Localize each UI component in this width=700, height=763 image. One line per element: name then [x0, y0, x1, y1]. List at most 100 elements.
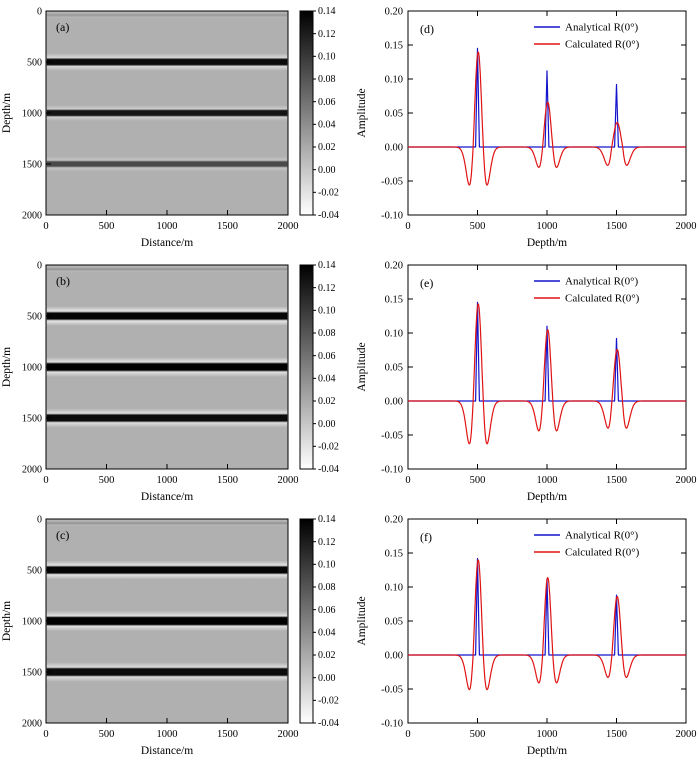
reflector-band	[46, 265, 288, 273]
colorbar-tick-label: 0.06	[318, 97, 336, 108]
y-tick-label: 0	[37, 261, 42, 272]
x-tick-label: 1000	[157, 221, 178, 232]
y-tick-label: 500	[27, 312, 42, 323]
y-tick-label: 0	[37, 515, 42, 526]
colorbar	[299, 10, 314, 216]
colorbar-tick-label: 0.10	[318, 306, 336, 317]
colorbar-tick-label: 0.00	[318, 673, 336, 684]
y-tick-label: 0.20	[385, 7, 403, 18]
x-axis-label: Distance/m	[141, 237, 193, 249]
colorbar-tick-label: 0.04	[318, 628, 336, 639]
colorbar-tick-label: -0.02	[318, 696, 339, 707]
reflector-band	[46, 357, 288, 377]
x-tick-label: 1500	[606, 729, 627, 740]
x-tick-label: 1000	[537, 221, 558, 232]
plot-border	[407, 264, 687, 470]
x-tick-label: 1500	[606, 475, 627, 486]
colorbar-tick-label: -0.02	[318, 442, 339, 453]
x-tick-label: 1000	[157, 475, 178, 486]
colorbar-tick-label: 0.02	[318, 396, 336, 407]
panel-label: (d)	[420, 22, 434, 36]
panel-label: (e)	[420, 276, 433, 290]
panel-c-container: 0 500 1000 1500 2000 0 500 1000 1500 2000 Distance…	[0, 509, 352, 763]
x-tick-label: 2000	[676, 221, 697, 232]
x-tick-label: 0	[43, 475, 48, 486]
y-axis-label: Amplitude	[356, 596, 368, 645]
colorbar-tick-label: 0.12	[318, 537, 336, 548]
legend-label: Calculated R(0°)	[565, 39, 640, 51]
colorbar-tick-label: -0.04	[318, 718, 339, 729]
y-axis-label: Amplitude	[356, 88, 368, 137]
colorbar-tick-label: 0.12	[318, 29, 336, 40]
colorbar-tick-label: 0.04	[318, 374, 336, 385]
y-tick-label: 2000	[22, 465, 42, 476]
y-tick-label: 1500	[22, 160, 42, 171]
colorbar-tick-label: 0.08	[318, 582, 336, 593]
panel-b-container: 0 500 1000 1500 2000 0 500 1000 1500 2000 Distance…	[0, 255, 352, 509]
colorbar-tick-label: 0.08	[318, 74, 336, 85]
reflector-band	[46, 560, 288, 580]
chart-b: 0 500 1000 1500 20000500100015002000Distance…	[1, 260, 339, 503]
series-analytical	[408, 47, 686, 148]
x-tick-label: 2000	[278, 729, 299, 740]
y-tick-label: 0.10	[385, 583, 403, 594]
y-tick-label: 0.05	[385, 617, 403, 628]
series-calculated	[408, 303, 686, 445]
x-tick-label: 2000	[676, 475, 697, 486]
x-tick-label: 1000	[537, 475, 558, 486]
series-calculated	[408, 51, 686, 186]
legend-label: Analytical R(0°)	[565, 22, 638, 34]
x-axis-label: Distance/m	[141, 491, 193, 503]
chart-d: 0 500 1000 1500 2000 -0.10 -0.05 0.00 0.05 0.10 0.…	[356, 7, 697, 250]
x-tick-label: 1500	[217, 729, 238, 740]
y-tick-label: 0.15	[385, 41, 403, 52]
y-tick-label: 2000	[22, 211, 42, 222]
x-axis-label: Distance/m	[141, 745, 193, 757]
y-tick-label: 1000	[22, 617, 42, 628]
x-tick-label: 1500	[217, 221, 238, 232]
panel-label: (c)	[56, 528, 69, 542]
y-axis-label: Amplitude	[356, 342, 368, 391]
x-tick-label: 0	[405, 729, 410, 740]
colorbar-tick-label: 0.10	[318, 560, 336, 571]
x-axis-label: Depth/m	[527, 745, 567, 757]
reflector-band	[46, 306, 288, 326]
colorbar-tick-label: 0.00	[318, 165, 336, 176]
plot-border	[407, 10, 687, 216]
legend-label: Calculated R(0°)	[565, 547, 640, 559]
x-tick-label: 500	[99, 475, 115, 486]
y-tick-label: 0	[37, 7, 42, 18]
x-tick-label: 0	[405, 221, 410, 232]
y-tick-label: 0.15	[385, 549, 403, 560]
colorbar-tick-label: 0.08	[318, 328, 336, 339]
y-tick-label: -0.10	[381, 465, 403, 476]
panel-d-container: 0 500 1000 1500 2000 -0.10 -0.05 0.00 0.05 0.10 0.…	[352, 1, 700, 255]
panel-label: (f)	[420, 530, 432, 544]
colorbar-tick-label: 0.14	[318, 260, 336, 271]
colorbar-tick-label: 0.04	[318, 120, 336, 131]
x-tick-label: 500	[470, 729, 486, 740]
x-tick-label: 500	[99, 729, 115, 740]
colorbar-tick-label: -0.02	[318, 188, 339, 199]
x-tick-label: 0	[43, 221, 48, 232]
reflector-band	[46, 105, 288, 121]
panel-label: (b)	[56, 274, 70, 288]
y-tick-label: 0.20	[385, 515, 403, 526]
x-axis-label: Depth/m	[527, 491, 567, 503]
x-tick-label: 0	[405, 475, 410, 486]
y-tick-label: 1500	[22, 668, 42, 679]
panel-a-container: 0 500 1000 1500 2000 0 500 1000 1500 2000 Distance…	[0, 1, 352, 255]
reflector-band	[46, 519, 288, 527]
y-axis-label: Depth/m	[1, 347, 13, 387]
series-calculated	[408, 559, 686, 691]
y-tick-label: -0.10	[381, 211, 403, 222]
chart-a: 0 500 1000 1500 20000500100015002000Distance…	[1, 6, 339, 249]
x-tick-label: 500	[470, 221, 486, 232]
x-tick-label: 500	[99, 221, 115, 232]
reflector-band	[46, 53, 288, 71]
reflector-band	[46, 610, 288, 632]
x-tick-label: 1500	[606, 221, 627, 232]
y-tick-label: -0.05	[381, 685, 403, 696]
colorbar-tick-label: 0.00	[318, 419, 336, 430]
x-axis-label: Depth/m	[527, 237, 567, 249]
